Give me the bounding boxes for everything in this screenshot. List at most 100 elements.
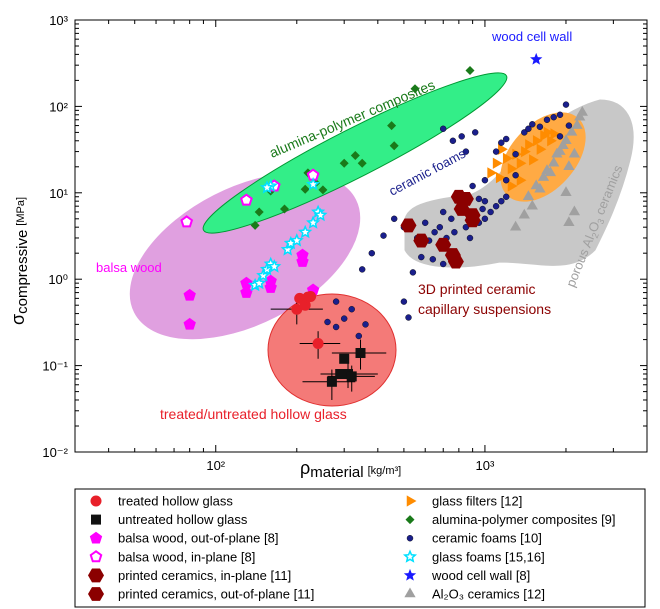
point-glass_foams — [306, 176, 321, 191]
point-glass_filters — [525, 139, 535, 151]
point-glass_filters — [507, 180, 518, 192]
point-ceramic_foams — [492, 202, 500, 210]
point-alumina — [410, 84, 420, 94]
point-alumina — [318, 185, 328, 195]
point-ceramic_foams — [543, 116, 551, 124]
label-balsa-wood: balsa wood — [96, 260, 162, 275]
point-untreated — [339, 353, 350, 364]
legend-box — [74, 488, 646, 608]
y-tick-label: 10¹ — [49, 186, 68, 201]
legend-label-ceramic_foams: ceramic foams [10] — [432, 531, 542, 546]
y-tick-label: 10³ — [49, 13, 68, 28]
point-glass_foams — [252, 275, 267, 290]
point-printed_oop — [464, 213, 481, 228]
point-ceramic_foams — [472, 129, 479, 136]
point-balsa_ip — [239, 193, 253, 206]
point-glass_filters — [521, 145, 531, 158]
point-ceramic_foams — [556, 111, 564, 119]
legend-marker-balsa_ip — [89, 550, 103, 563]
point-ceramic_foams — [481, 215, 489, 223]
data-points — [180, 52, 588, 387]
point-balsa_oop — [296, 248, 309, 261]
point-alumina — [389, 141, 399, 151]
point-ceramic_foams — [409, 269, 417, 276]
point-ceramic_foams — [451, 228, 458, 236]
point-balsa_ip — [180, 215, 194, 228]
point-glass_foams — [298, 224, 313, 239]
point-ceramic_foams — [405, 314, 412, 321]
label-wood-cell-wall: wood cell wall — [491, 29, 572, 44]
label-hollow-glass: treated/untreated hollow glass — [160, 406, 347, 422]
legend-marker-untreated — [91, 514, 101, 525]
point-balsa_oop — [264, 274, 277, 287]
legend-label-glass_foams: glass foams [15,16] — [432, 549, 545, 564]
point-ceramic_foams — [481, 176, 489, 184]
point-al2o3 — [560, 186, 572, 197]
point-ceramic_foams — [391, 215, 398, 223]
point-ceramic_foams — [479, 205, 486, 213]
point-glass_filters — [498, 143, 508, 155]
point-printed_oop — [447, 254, 464, 269]
point-ceramic_foams — [512, 150, 519, 158]
point-ceramic_foams — [503, 135, 510, 143]
point-alumina — [465, 66, 475, 75]
point-untreated — [355, 348, 366, 358]
point-ceramic_foams — [418, 253, 425, 261]
point-ceramic_foams — [498, 139, 505, 146]
legend-marker-alumina — [405, 515, 415, 525]
point-ceramic_foams — [362, 321, 369, 328]
point-al2o3 — [522, 190, 535, 201]
point-glass_filters — [507, 163, 518, 175]
point-ceramic_foams — [440, 208, 447, 216]
point-alumina — [280, 204, 289, 214]
point-ceramic_foams — [487, 208, 494, 216]
point-ceramic_foams — [529, 121, 536, 128]
plot-frame — [74, 19, 648, 453]
x-tick-label: 10³ — [476, 458, 495, 473]
point-ceramic_foams — [348, 306, 355, 313]
point-ceramic_foams — [469, 182, 476, 190]
point-alumina — [250, 220, 260, 230]
point-ceramic_foams — [448, 215, 455, 223]
legend-marker-glass_filters — [406, 495, 417, 507]
point-printed_ip — [453, 202, 470, 216]
point-alumina — [350, 151, 360, 160]
axis-ticks — [74, 19, 648, 453]
point-ceramic_foams — [422, 219, 429, 227]
point-ceramic_foams — [449, 137, 457, 145]
point-alumina — [387, 121, 397, 131]
legend-label-alumina: alumina-polymer composites [9] — [432, 512, 616, 527]
point-treated — [305, 291, 317, 302]
y-tick-label: 10² — [49, 99, 68, 114]
point-ceramic_foams — [492, 148, 500, 155]
point-ceramic_foams — [536, 123, 544, 131]
legend-label-untreated: untreated hollow glass — [118, 512, 248, 527]
point-ceramic_foams — [521, 129, 528, 136]
label-printed-ceramics-2: capillary suspensions — [418, 301, 551, 317]
point-ceramic_foams — [462, 148, 470, 155]
point-printed_oop — [413, 233, 430, 248]
point-alumina — [300, 184, 310, 194]
point-al2o3 — [566, 125, 578, 136]
point-balsa_oop — [240, 286, 253, 298]
point-ceramic_foams — [359, 266, 366, 273]
point-treated — [312, 338, 324, 349]
legend-marker-wood_cell_wall — [403, 568, 417, 581]
point-glass_foams — [306, 215, 321, 229]
point-al2o3 — [557, 139, 569, 150]
point-al2o3 — [509, 220, 522, 231]
point-ceramic_foams — [341, 315, 348, 322]
legend-label-wood_cell_wall: wood cell wall [8] — [431, 568, 530, 583]
point-ceramic_foams — [512, 171, 519, 179]
point-glass_filters — [502, 152, 513, 165]
point-glass_filters — [547, 135, 557, 147]
x-axis-title: ρmaterial [kg/m³] — [300, 458, 401, 481]
legend-label-glass_filters: glass filters [12] — [432, 494, 522, 509]
point-alumina — [357, 158, 367, 168]
point-al2o3 — [568, 147, 581, 158]
x-tick-label: 10² — [206, 458, 225, 473]
point-glass_filters — [495, 171, 506, 184]
point-untreated — [326, 376, 337, 387]
point-ceramic_foams — [556, 133, 564, 140]
